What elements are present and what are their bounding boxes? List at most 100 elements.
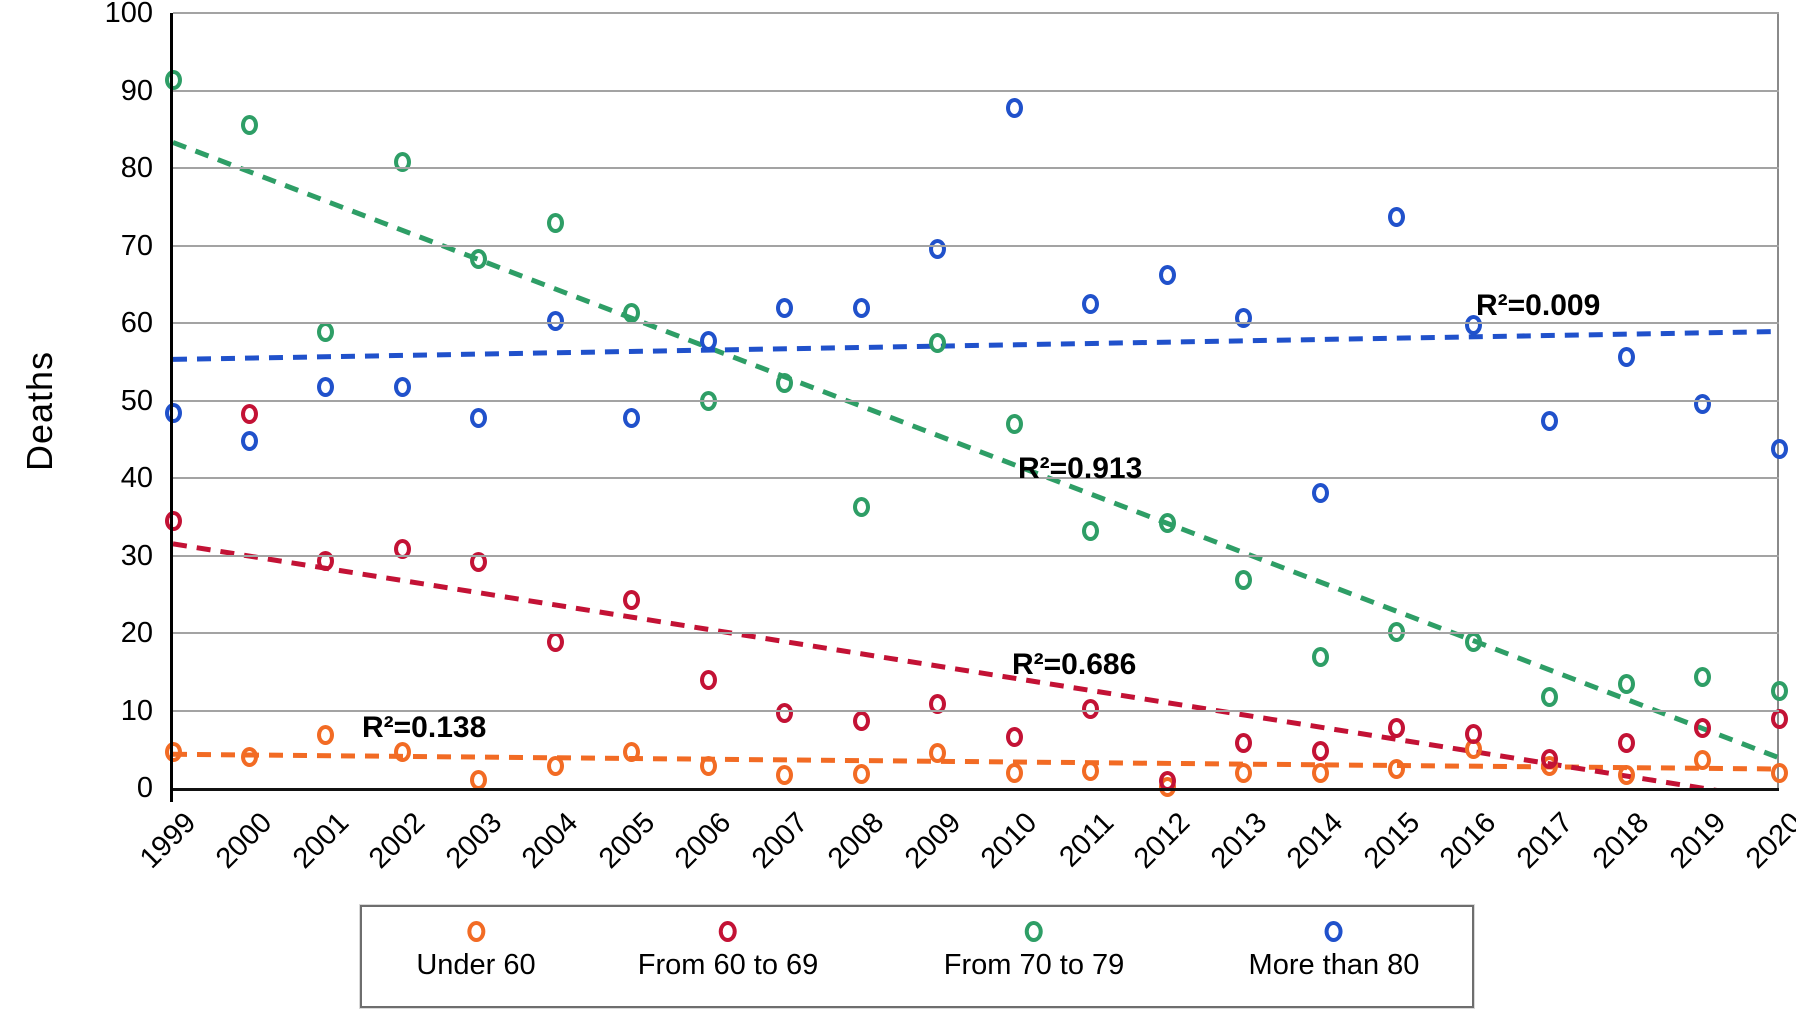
data-point [1005, 413, 1023, 434]
data-point [1235, 733, 1253, 754]
trend-line-under-60 [173, 751, 1779, 772]
data-point [393, 741, 411, 762]
r2-annotation-60-to-69: R²=0.686 [1012, 648, 1137, 681]
data-point [164, 402, 182, 423]
legend-item-under-60: Under 60 [416, 921, 536, 980]
data-point [164, 511, 182, 532]
data-point [699, 670, 717, 691]
data-point [1464, 315, 1482, 336]
data-point [1082, 520, 1100, 541]
y-gridline [173, 399, 1779, 402]
data-point [852, 298, 870, 319]
y-tick-label: 50 [120, 384, 153, 417]
data-point [1311, 763, 1329, 784]
legend-item-label: More than 80 [1248, 949, 1420, 981]
y-gridline [173, 554, 1779, 557]
data-point [1082, 293, 1100, 314]
trend-line-more-than-80 [173, 329, 1779, 362]
trend-lines-layer [173, 140, 1779, 788]
data-point [546, 756, 564, 777]
y-tick-label: 10 [120, 694, 153, 727]
data-point [776, 297, 794, 318]
data-point [623, 302, 641, 323]
legend-item-70-to-79: From 70 to 79 [943, 921, 1125, 981]
data-point [852, 496, 870, 517]
y-gridline [173, 12, 1779, 14]
y-gridline [173, 477, 1779, 479]
data-point [623, 590, 641, 611]
y-tick-label: 80 [120, 152, 153, 184]
data-point [1770, 709, 1788, 730]
data-point [1388, 206, 1406, 227]
y-gridline [173, 322, 1779, 324]
data-point [929, 743, 947, 764]
x-axis-tick [170, 788, 173, 802]
y-tick-label: 100 [104, 0, 153, 29]
legend-item-label: From 70 to 79 [943, 949, 1125, 981]
r2-annotation-under-60: R²=0.138 [362, 711, 487, 744]
data-point [546, 631, 564, 652]
data-point [240, 403, 258, 424]
data-point [1005, 763, 1023, 784]
data-point [1464, 631, 1482, 652]
plot-area [164, 12, 1788, 801]
y-tick-label: 60 [120, 307, 153, 339]
data-point [317, 321, 335, 342]
data-point [1311, 740, 1329, 761]
data-point [1770, 681, 1788, 702]
y-tick-label: 40 [120, 462, 153, 494]
70-to-79-marker-icon [1025, 921, 1043, 942]
data-point [240, 115, 258, 136]
data-point [1235, 763, 1253, 784]
data-point [699, 330, 717, 351]
y-tick-label: 20 [120, 617, 153, 649]
data-point [393, 539, 411, 560]
data-point [1617, 764, 1635, 785]
data-point [1005, 726, 1023, 747]
data-point [1694, 393, 1712, 414]
y-tick-label: 90 [120, 74, 153, 107]
data-point [1541, 411, 1559, 432]
data-point [929, 333, 947, 354]
y-axis-title: Deaths [19, 350, 60, 472]
legend-item-more-than-80: More than 80 [1248, 921, 1420, 981]
data-point [1005, 97, 1023, 118]
data-point [852, 711, 870, 732]
data-point [1770, 438, 1788, 459]
data-point [546, 310, 564, 331]
y-tick-label: 0 [136, 772, 153, 804]
60-to-69-marker-icon [719, 921, 737, 942]
data-point [1770, 762, 1788, 783]
data-point [1541, 686, 1559, 707]
r2-annotation-more-than-80: R²=0.009 [1476, 289, 1601, 322]
y-tick-label: 30 [120, 539, 153, 572]
data-point [1235, 570, 1253, 591]
data-point [1694, 717, 1712, 738]
data-point [929, 693, 947, 714]
y-gridline [173, 89, 1779, 92]
data-point [1158, 512, 1176, 533]
data-point [393, 151, 411, 172]
data-point [852, 764, 870, 785]
y-gridline [173, 167, 1779, 169]
data-point [1311, 647, 1329, 668]
data-point [317, 550, 335, 571]
legend-item-60-to-69: From 60 to 69 [637, 921, 819, 981]
trend-line-from-60-to-69 [173, 541, 1718, 788]
y-gridline [173, 244, 1779, 247]
data-point [470, 248, 488, 269]
data-point [623, 408, 641, 429]
data-point [240, 430, 258, 451]
data-point [1694, 667, 1712, 688]
data-point [776, 372, 794, 393]
y-gridline [173, 632, 1779, 634]
data-point [1082, 760, 1100, 781]
data-point [240, 747, 258, 767]
x-axis-line [173, 788, 1779, 791]
y-tick-label: 70 [120, 229, 153, 262]
trend-line-from-70-to-79 [173, 140, 1779, 761]
legend-item-label: From 60 to 69 [637, 949, 819, 981]
data-point [1541, 749, 1559, 770]
data-point [164, 742, 182, 763]
data-point [1464, 723, 1482, 744]
